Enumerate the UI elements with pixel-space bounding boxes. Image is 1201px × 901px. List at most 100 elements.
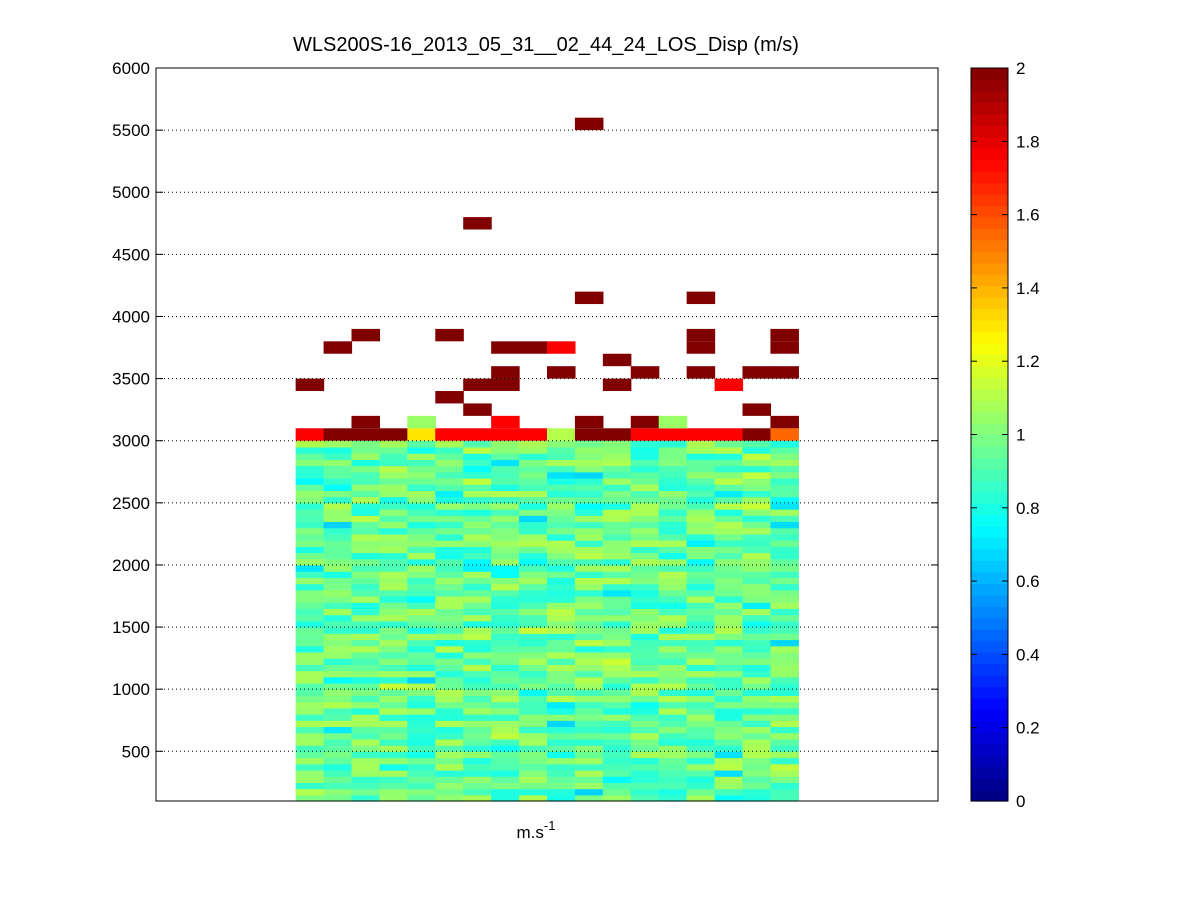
heatmap-cell	[407, 720, 436, 728]
heatmap-cell	[547, 633, 576, 641]
colorbar-tick-label: 1.6	[1016, 206, 1040, 225]
heatmap-cell	[658, 651, 688, 659]
heatmap-cell	[519, 564, 548, 572]
heatmap-cell	[742, 614, 772, 622]
heatmap-cell	[686, 620, 716, 628]
heatmap-cell	[407, 502, 436, 510]
heatmap-cell	[602, 477, 632, 485]
colorbar-swatch	[971, 480, 1008, 493]
heatmap-cell	[463, 583, 492, 591]
heatmap-cell	[686, 515, 716, 523]
heatmap-cell	[463, 403, 492, 416]
heatmap-cell	[547, 558, 576, 566]
heatmap-cell	[463, 639, 492, 647]
heatmap-cell	[379, 707, 408, 715]
heatmap-cell	[686, 689, 716, 696]
heatmap-cell	[658, 446, 688, 454]
heatmap-cell	[379, 620, 408, 628]
heatmap-cell	[714, 701, 744, 709]
heatmap-cell	[351, 471, 381, 479]
heatmap-cell	[547, 620, 576, 628]
heatmap-cell	[295, 794, 325, 802]
heatmap-cell	[435, 577, 464, 585]
heatmap-cell	[351, 751, 381, 759]
heatmap-cell	[491, 446, 520, 454]
heatmap-cell	[658, 751, 688, 759]
heatmap-cell	[770, 509, 799, 516]
heatmap-cell	[323, 670, 353, 678]
heatmap-cell	[295, 726, 325, 734]
heatmap-cell	[435, 633, 464, 641]
heatmap-cell	[574, 465, 604, 473]
heatmap-cell	[630, 726, 660, 734]
heatmap-cell	[686, 328, 716, 342]
heatmap-cell	[770, 614, 799, 622]
heatmap-cell	[379, 596, 408, 603]
heatmap-cell	[463, 471, 492, 479]
heatmap-cell	[547, 614, 576, 622]
heatmap-cell	[463, 794, 492, 802]
heatmap-cell	[742, 788, 772, 796]
heatmap-cell	[547, 645, 576, 653]
colorbar-swatch	[971, 113, 1008, 126]
heatmap-cell	[602, 732, 632, 740]
heatmap-cell	[435, 788, 464, 796]
heatmap-cell	[658, 782, 688, 790]
heatmap-cell	[602, 788, 632, 796]
heatmap-cell	[742, 645, 772, 653]
heatmap-cell	[686, 453, 716, 460]
heatmap-cell	[742, 490, 772, 498]
heatmap-cell	[686, 664, 716, 672]
heatmap-cell	[407, 676, 436, 684]
heatmap-cell	[407, 608, 436, 616]
heatmap-cell	[630, 546, 660, 554]
heatmap-cell	[463, 446, 492, 454]
heatmap-cell	[630, 689, 660, 696]
heatmap-cell	[323, 794, 353, 802]
heatmap-cell	[574, 639, 604, 647]
heatmap-cell	[658, 596, 688, 603]
heatmap-cell	[547, 794, 576, 802]
heatmap-cell	[714, 471, 744, 479]
heatmap-cell	[547, 664, 576, 672]
heatmap-cell	[714, 794, 744, 802]
heatmap-cell	[714, 583, 744, 591]
heatmap-cell	[547, 695, 576, 703]
heatmap-cell	[574, 620, 604, 628]
heatmap-cell	[630, 658, 660, 665]
heatmap-cell	[686, 788, 716, 796]
heatmap-cell	[351, 484, 381, 492]
heatmap-cell	[379, 521, 408, 529]
colorbar-swatch	[971, 68, 1008, 81]
heatmap-cell	[547, 546, 576, 554]
heatmap-cell	[323, 521, 353, 529]
heatmap-cell	[742, 440, 772, 448]
heatmap-cell	[630, 769, 660, 777]
heatmap-cell	[686, 763, 716, 771]
heatmap-cell	[630, 695, 660, 703]
heatmap-cell	[463, 571, 492, 578]
heatmap-cell	[547, 639, 576, 647]
heatmap-cell	[463, 689, 492, 696]
heatmap-cell	[491, 664, 520, 672]
heatmap-cell	[435, 645, 464, 653]
heatmap-cell	[295, 571, 325, 578]
heatmap-cell	[463, 633, 492, 641]
heatmap-cell	[658, 477, 688, 485]
heatmap-cell	[323, 720, 353, 728]
heatmap-cell	[630, 440, 660, 448]
heatmap-cell	[519, 515, 548, 523]
heatmap-cell	[547, 465, 576, 473]
heatmap-cell	[686, 627, 716, 634]
heatmap-cell	[491, 453, 520, 460]
heatmap-cell	[435, 533, 464, 541]
heatmap-cell	[714, 502, 744, 510]
heatmap-cell	[379, 651, 408, 659]
heatmap-cell	[463, 651, 492, 659]
heatmap-cell	[463, 707, 492, 715]
heatmap-cell	[351, 639, 381, 647]
heatmap-cell	[323, 676, 353, 684]
heatmap-cell	[658, 521, 688, 529]
colorbar-swatch	[971, 686, 1008, 699]
heatmap-cell	[714, 527, 744, 535]
